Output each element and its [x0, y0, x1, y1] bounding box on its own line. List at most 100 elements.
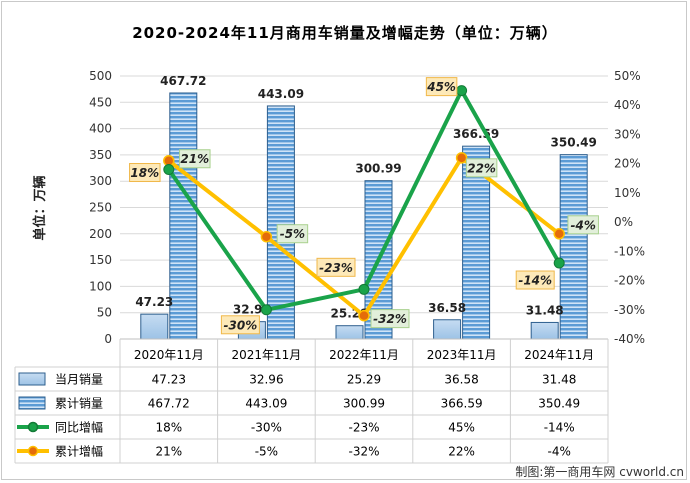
line-yoy-growth: [167, 88, 561, 312]
y2-tick-label: 20%: [614, 157, 641, 171]
category-label: 2023年11月: [427, 348, 497, 362]
table-cell: 32.96: [249, 373, 283, 387]
cum-growth-label-box: [179, 149, 211, 169]
marker-cumulative: [358, 309, 370, 322]
cum-growth-label-box: [567, 215, 599, 235]
category-label: 2021年11月: [231, 348, 301, 362]
legend-label: 当月销量: [55, 373, 103, 387]
table-cell: 31.48: [542, 373, 576, 387]
y-tick-label: 450: [89, 95, 112, 109]
bar-month-label: 36.58: [428, 301, 466, 315]
y-tick-label: 150: [89, 253, 112, 267]
y-tick-label: 200: [89, 227, 112, 241]
legend-key-marker: [27, 445, 39, 457]
category-label: 2022年11月: [329, 348, 399, 362]
yoy-growth-label-box: [316, 257, 356, 277]
category-label: 2024年11月: [524, 348, 594, 362]
table-cell: 47.23: [152, 373, 186, 387]
table-cell: 21%: [155, 445, 182, 459]
bar-month: [530, 321, 559, 340]
y-tick-label: 250: [89, 201, 112, 215]
table-cell: 18%: [155, 421, 182, 435]
y2-tick-label: 30%: [614, 127, 641, 141]
table-cell: -23%: [348, 421, 379, 435]
table-cell: 25.29: [347, 373, 381, 387]
bar-month: [433, 319, 462, 340]
cum-growth-label: 21%: [180, 152, 209, 166]
table-cell: 22%: [448, 445, 475, 459]
legend-key-month: [18, 372, 46, 386]
yoy-growth-label-box: [425, 77, 458, 97]
yoy-growth-label: -14%: [518, 274, 552, 288]
marker-cumulative: [260, 230, 273, 243]
bar-cumulative-label: 350.49: [551, 136, 597, 150]
table-cell: 300.99: [343, 397, 385, 411]
table-cell: -5%: [255, 445, 278, 459]
yoy-growth-label-box: [220, 315, 260, 335]
yoy-growth-label: 18%: [130, 166, 159, 180]
bar-cumulative-label: 300.99: [355, 162, 401, 176]
cum-growth-label: -4%: [571, 218, 596, 232]
table-cell: 36.58: [444, 373, 478, 387]
y-tick-label: 300: [89, 174, 112, 188]
table-cell: -30%: [251, 421, 282, 435]
y-axis-title: 单位：万辆: [32, 175, 48, 240]
y2-tick-label: 40%: [614, 98, 641, 112]
cum-growth-label: -5%: [280, 227, 305, 241]
bar-month-label: 31.48: [526, 303, 564, 317]
legend-key-cumulative: [18, 396, 46, 410]
cum-growth-label: -32%: [373, 312, 407, 326]
bar-cumulative-label: 467.72: [160, 74, 206, 88]
yoy-growth-label-box: [515, 270, 555, 290]
marker-cumulative: [455, 152, 468, 164]
y2-tick-label: 10%: [614, 186, 641, 200]
bar-month: [335, 325, 364, 340]
category-label: 2020年11月: [134, 348, 204, 362]
table-cell: 366.59: [441, 397, 483, 411]
bar-cumulative: [169, 92, 198, 340]
bar-month-label: 47.23: [135, 295, 173, 309]
marker-yoy: [260, 304, 272, 316]
table-cell: 467.72: [148, 397, 190, 411]
y2-tick-label: -30%: [614, 303, 645, 317]
table-cell: -14%: [544, 421, 575, 435]
chart-title: 2020-2024年11月商用车销量及增幅走势（单位：万辆）: [132, 24, 558, 42]
y2-tick-label: 50%: [614, 69, 641, 83]
cum-growth-label-box: [465, 158, 498, 178]
y-tick-label: 500: [89, 69, 112, 83]
y-tick-label: 0: [104, 332, 112, 346]
table-cell: -4%: [548, 445, 571, 459]
table-cell: -32%: [348, 445, 379, 459]
yoy-growth-label-box: [129, 163, 161, 183]
y2-tick-label: -20%: [614, 274, 645, 288]
source-credit: 制图:第一商用车网 cvworld.cn: [515, 464, 684, 479]
yoy-growth-label: 45%: [426, 80, 456, 94]
y-tick-label: 100: [89, 279, 112, 293]
cum-growth-label: 22%: [467, 161, 496, 175]
legend-label: 累计销量: [55, 397, 103, 411]
bar-cumulative-label: 443.09: [258, 87, 304, 101]
legend-label: 同比增幅: [55, 420, 103, 435]
bar-month-label: 32.96: [233, 303, 271, 317]
bar-cumulative: [559, 154, 588, 340]
legend-key-marker: [27, 421, 39, 433]
yoy-growth-label: -23%: [319, 261, 353, 275]
cum-growth-label-box: [370, 309, 410, 329]
table-cell: 350.49: [538, 397, 580, 411]
y-tick-label: 50: [97, 306, 112, 320]
bar-cumulative: [266, 105, 295, 340]
marker-cumulative: [553, 228, 565, 240]
y2-tick-label: 0%: [614, 215, 633, 229]
marker-yoy: [358, 283, 370, 295]
bar-month: [140, 313, 169, 340]
table-cell: 443.09: [245, 397, 287, 411]
y2-tick-label: -40%: [614, 332, 645, 346]
cum-growth-label-box: [276, 224, 309, 244]
marker-yoy: [553, 257, 565, 269]
marker-yoy: [456, 85, 468, 97]
y-tick-label: 350: [89, 148, 112, 162]
yoy-growth-label: -30%: [224, 318, 258, 332]
table-cell: 45%: [448, 421, 475, 435]
